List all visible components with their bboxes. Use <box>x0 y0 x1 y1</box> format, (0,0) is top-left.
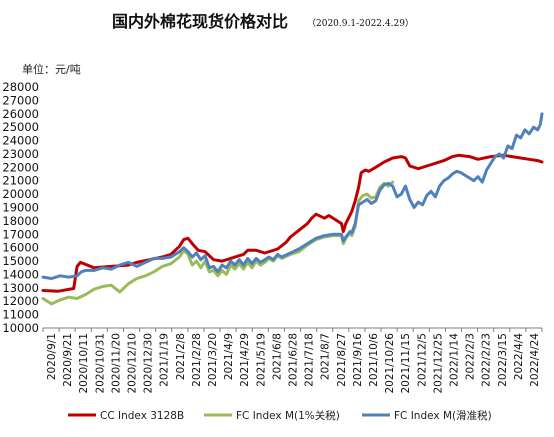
x-tick-label: 2022/1/14 <box>448 333 460 387</box>
chart-title: 国内外棉花现货价格对比 <box>112 12 288 31</box>
x-tick-label: 2021/6/8 <box>271 333 283 380</box>
chart-subtitle: （2020.9.1-2022.4.29） <box>307 18 414 29</box>
x-tick-label: 2020/9/21 <box>62 333 74 387</box>
y-tick-label: 10000 <box>2 321 39 335</box>
series-line-3 <box>41 112 544 280</box>
series-line-1 <box>41 153 544 293</box>
x-tick-label: 2022/2/3 <box>465 333 477 380</box>
x-tick-label: 2021/11/15 <box>400 333 412 394</box>
x-tick-label: 2020/10/31 <box>94 333 106 394</box>
y-axis: 1000011000120001300014000150001600017000… <box>2 80 39 335</box>
x-tick-label: 2021/10/26 <box>384 333 396 394</box>
x-tick-label: 2021/1/19 <box>159 333 171 387</box>
y-tick-label: 14000 <box>2 267 39 281</box>
x-tick-label: 2022/3/15 <box>497 333 509 387</box>
x-tick-label: 2021/4/29 <box>239 333 251 387</box>
legend-label-3: FC Index M(滑准税) <box>394 409 492 422</box>
y-tick-label: 17000 <box>2 227 39 241</box>
x-tick-label: 2020/11/20 <box>110 333 122 394</box>
y-tick-label: 20000 <box>2 187 39 201</box>
series-line-2 <box>41 180 395 306</box>
x-tick-label: 2021/5/19 <box>255 333 267 387</box>
x-tick-label: 2022/4/24 <box>529 333 541 387</box>
y-tick-label: 28000 <box>2 80 39 94</box>
legend-label-1: CC Index 3128B <box>100 410 184 422</box>
y-tick-label: 18000 <box>2 214 39 228</box>
x-tick-label: 2022/4/4 <box>513 333 525 380</box>
x-tick-label: 2020/12/10 <box>127 333 139 394</box>
legend: CC Index 3128B FC Index M(1%关税) FC Index M… <box>68 409 492 422</box>
y-tick-label: 15000 <box>2 254 39 268</box>
y-tick-label: 27000 <box>2 93 39 107</box>
y-tick-label: 16000 <box>2 241 39 255</box>
y-tick-label: 22000 <box>2 160 39 174</box>
unit-label: 单位：元/吨 <box>22 62 81 76</box>
x-tick-label: 2021/4/9 <box>223 333 235 380</box>
x-tick-label: 2022/2/23 <box>481 333 493 387</box>
x-tick-label: 2021/2/28 <box>191 333 203 387</box>
x-tick-label: 2020/12/30 <box>143 333 155 394</box>
y-tick-label: 11000 <box>2 308 39 322</box>
y-tick-label: 19000 <box>2 201 39 215</box>
y-tick-label: 24000 <box>2 134 39 148</box>
x-tick-label: 2020/9/1 <box>46 333 58 380</box>
x-tick-label: 2021/2/8 <box>175 333 187 380</box>
y-tick-label: 25000 <box>2 120 39 134</box>
x-tick-label: 2021/8/27 <box>336 333 348 387</box>
legend-label-2: FC Index M(1%关税) <box>236 409 340 422</box>
y-tick-label: 13000 <box>2 281 39 295</box>
x-tick-label: 2021/8/7 <box>320 333 332 380</box>
x-tick-label: 2021/6/28 <box>288 333 300 387</box>
y-tick-label: 12000 <box>2 294 39 308</box>
y-tick-label: 23000 <box>2 147 39 161</box>
x-tick-label: 2021/3/20 <box>207 333 219 387</box>
y-tick-label: 21000 <box>2 174 39 188</box>
x-tick-label: 2020/10/11 <box>78 333 90 394</box>
x-tick-label: 2021/7/18 <box>304 333 316 387</box>
plot-area <box>41 112 544 306</box>
x-tick-label: 2021/12/25 <box>432 333 444 394</box>
x-tick-label: 2021/10/6 <box>368 333 380 387</box>
x-axis: 2020/9/1 2020/9/21 2020/10/11 2020/10/31 202… <box>42 327 543 394</box>
y-tick-label: 26000 <box>2 107 39 121</box>
x-tick-label: 2021/9/16 <box>352 333 364 387</box>
x-tick-label: 2021/12/5 <box>416 333 428 387</box>
